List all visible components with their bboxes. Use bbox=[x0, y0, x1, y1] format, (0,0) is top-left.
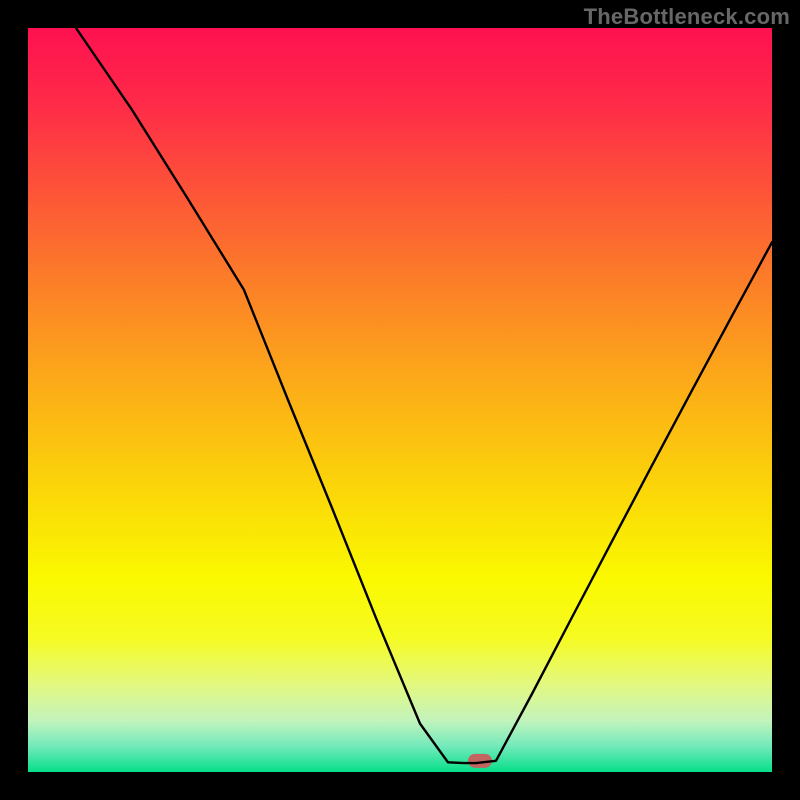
watermark-text: TheBottleneck.com bbox=[584, 4, 790, 30]
bottleneck-chart bbox=[0, 0, 800, 800]
plot-area bbox=[28, 28, 772, 772]
